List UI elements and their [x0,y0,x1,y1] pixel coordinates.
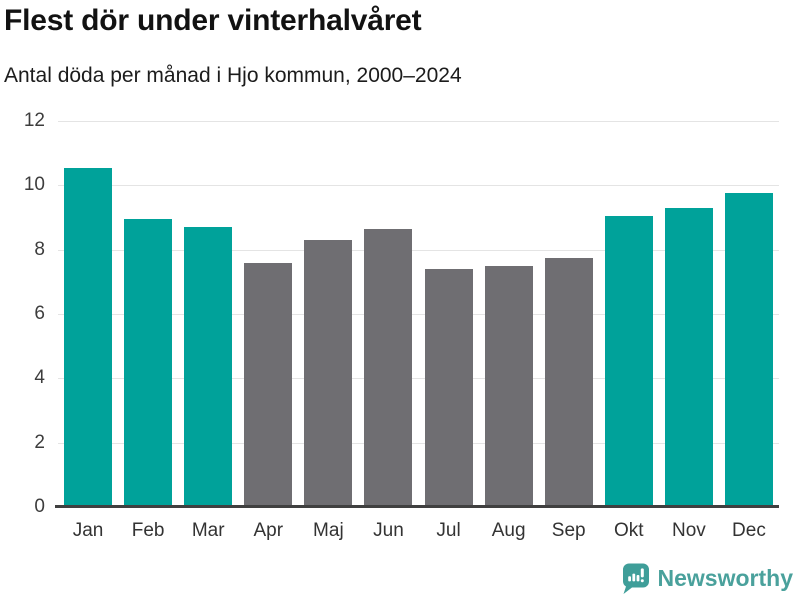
y-axis-label: 6 [34,303,45,324]
bar-nov [664,207,713,507]
bar-sep [544,257,593,507]
x-axis-label: Dec [732,520,766,541]
gridline [58,442,779,444]
bar-aug [484,265,533,507]
x-axis-label: Nov [671,520,706,541]
x-axis-label: Jan [72,520,104,541]
chart-title: Flest dör under vinterhalvåret [4,4,422,37]
bar-jul [424,268,473,507]
chart-subtitle: Antal döda per månad i Hjo kommun, 2000–… [4,64,462,87]
x-axis-line [55,505,779,508]
y-axis-label: 10 [23,174,45,196]
y-axis-label: 12 [23,110,45,131]
gridline [58,314,779,315]
x-axis-label: Maj [313,520,344,541]
x-axis-label: Apr [253,520,284,541]
bar-jan [64,167,113,507]
gridline [58,249,779,251]
y-axis-label: 4 [34,367,45,389]
bar-okt [604,215,653,507]
gridline [58,378,779,380]
bar-apr [244,262,293,507]
gridline [58,185,779,187]
bar-mar [184,227,233,507]
x-axis-label: Okt [614,520,644,541]
y-axis-label: 2 [34,431,45,453]
x-axis-label: Sep [551,520,586,541]
bar-maj [304,240,353,507]
newsworthy-logo: Newsworthy [622,563,793,594]
bar-feb [124,219,173,507]
x-axis-label: Jul [436,520,461,541]
newsworthy-logo-text: Newsworthy [657,565,793,591]
gridline [58,121,779,122]
x-axis-label: Feb [131,520,165,541]
bar-chart-badge-icon [622,563,649,594]
y-axis-label: 8 [34,238,45,260]
y-axis-label: 0 [34,496,45,517]
x-axis-label: Aug [491,520,526,541]
x-axis-label: Jun [373,520,404,541]
bar-dec [724,193,773,507]
x-axis-label: Mar [191,520,225,541]
bar-jun [364,228,413,507]
plot-area: 0 2 4 6 8 10 12 Jan Feb Mar Apr Maj Jun Jul Aug Sep Okt N… [24,110,779,541]
